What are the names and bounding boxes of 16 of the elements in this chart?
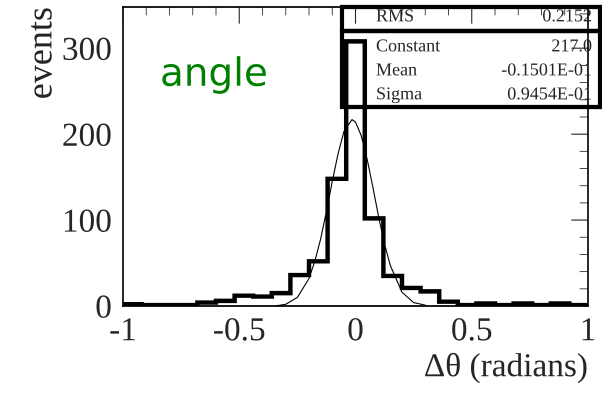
annotation: Mean — [376, 64, 417, 76]
y-tick-label: 0 — [96, 295, 111, 318]
annotation: Constant — [376, 39, 440, 52]
y-tick-label: 200 — [63, 124, 111, 146]
x-axis-title: Δθ (radians) — [425, 352, 587, 384]
x-tick-label: -0.5 — [214, 318, 264, 341]
y-tick-label: 100 — [64, 209, 111, 232]
x-tick-label: 0 — [348, 318, 363, 341]
annotation: Sigma — [377, 87, 422, 104]
y-axis-title: events — [31, 8, 52, 98]
x-tick-label: 1 — [582, 318, 594, 340]
y-tick-label: 300 — [63, 38, 111, 60]
x-tick-label: 0.5 — [452, 318, 492, 341]
annotation: angle — [162, 56, 266, 94]
annotation: RMS — [376, 9, 414, 22]
x-tick-label: -1 — [110, 318, 135, 340]
